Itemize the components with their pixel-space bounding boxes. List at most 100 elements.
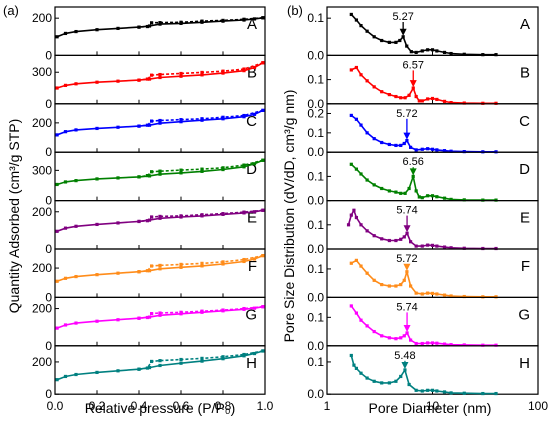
adsorption-point (95, 319, 99, 323)
psd-point (407, 93, 411, 97)
adsorption-point (74, 321, 78, 325)
desorption-point (179, 118, 183, 122)
psd-point (346, 223, 351, 227)
desorption-point (261, 349, 265, 353)
adsorption-point (221, 262, 225, 266)
psd-point (372, 137, 376, 141)
desorption-point (200, 117, 204, 121)
psd-point (449, 51, 453, 56)
adsorption-point (200, 264, 204, 268)
psd-point (449, 294, 453, 298)
adsorption-point (221, 357, 225, 361)
desorption-point (150, 215, 154, 219)
desorption-point (158, 263, 162, 268)
panel-a-subplot-C: 0 200 C (32, 103, 266, 159)
psd-point (414, 50, 418, 55)
adsorption-point (63, 130, 68, 134)
psd-point (365, 131, 369, 135)
psd-point (405, 270, 409, 274)
adsorption-point (116, 369, 120, 373)
desorption-point (150, 264, 154, 268)
adsorption-point (147, 218, 152, 222)
y-tick-label: 0.0 (307, 194, 324, 208)
subplot-frame (54, 54, 266, 105)
psd-point (430, 147, 435, 151)
series-label-A: A (247, 16, 257, 33)
y-tick-label: 0 (45, 48, 52, 62)
psd-point (442, 196, 447, 200)
y-tick-label: 0 (45, 242, 52, 256)
y-tick-label: 0 (45, 339, 52, 353)
adsorption-point (252, 17, 257, 21)
adsorption-point (221, 71, 225, 75)
adsorption-point (116, 26, 120, 31)
adsorption-point (158, 172, 162, 176)
adsorption-point (116, 125, 120, 129)
psd-point (380, 237, 384, 241)
psd-point (442, 390, 447, 394)
subplot-frame (326, 151, 539, 202)
psd-point (426, 194, 430, 198)
psd-point (426, 48, 430, 52)
psd-point (354, 311, 359, 315)
adsorption-point (74, 224, 78, 228)
desorption-point (200, 309, 204, 313)
desorption-point (158, 21, 162, 25)
psd-point (387, 142, 391, 147)
psd-point (449, 149, 453, 153)
psd-point (352, 363, 356, 367)
desorption-point (179, 168, 183, 172)
psd-point (494, 391, 498, 396)
psd-point (462, 52, 466, 56)
adsorption-point (95, 273, 99, 277)
psd-point (462, 198, 466, 202)
desorption-point (137, 316, 141, 320)
x-tick-label: 1.0 (257, 399, 274, 413)
panel-a-subplot-E: 0 200 E (32, 200, 266, 256)
y-tick-label: 200 (32, 205, 52, 219)
desorption-point (242, 257, 246, 262)
adsorption-point (55, 279, 59, 283)
peak-label: 6.57 (403, 59, 424, 71)
peak-label: 5.74 (396, 301, 417, 313)
psd-point (399, 336, 403, 340)
adsorption-line (56, 62, 264, 89)
y-tick-label: 0.0 (307, 339, 324, 353)
adsorption-point (55, 378, 59, 382)
panel-a-subplot-D: 0 300 D (32, 151, 266, 208)
psd-point (399, 237, 403, 241)
psd-point (411, 174, 415, 178)
y-tick-label: 0.1 (307, 218, 324, 232)
psd-point (394, 379, 398, 383)
adsorption-point (158, 121, 162, 125)
desorption-point (200, 19, 204, 23)
adsorption-point (147, 365, 152, 370)
panel-a-subplot-F: 0 200 F (32, 248, 266, 304)
panel-a-ylabel: Quantity Adsorbed (cm³/g STP) (6, 119, 22, 314)
y-tick-label: 0.0 (307, 290, 324, 304)
x-tick-label: 0.0 (47, 399, 64, 413)
adsorption-point (63, 276, 68, 280)
psd-point (417, 195, 421, 199)
adsorption-point (179, 120, 183, 124)
psd-point (380, 282, 384, 287)
series-label-H: H (519, 355, 530, 372)
desorption-point (261, 305, 265, 309)
panel-b-xlabel: Pore Diameter (nm) (369, 400, 492, 416)
psd-point (354, 65, 359, 70)
adsorption-point (116, 271, 120, 275)
desorption-point (242, 113, 246, 118)
series-label-G: G (518, 306, 530, 323)
psd-point (430, 341, 435, 345)
psd-point (442, 342, 447, 346)
psd-point (401, 35, 405, 39)
psd-point (398, 38, 402, 43)
psd-point (380, 140, 384, 145)
psd-line (350, 13, 496, 56)
psd-point (494, 53, 498, 57)
desorption-point (137, 175, 141, 179)
adsorption-point (252, 210, 257, 214)
desorption-point (137, 270, 141, 274)
